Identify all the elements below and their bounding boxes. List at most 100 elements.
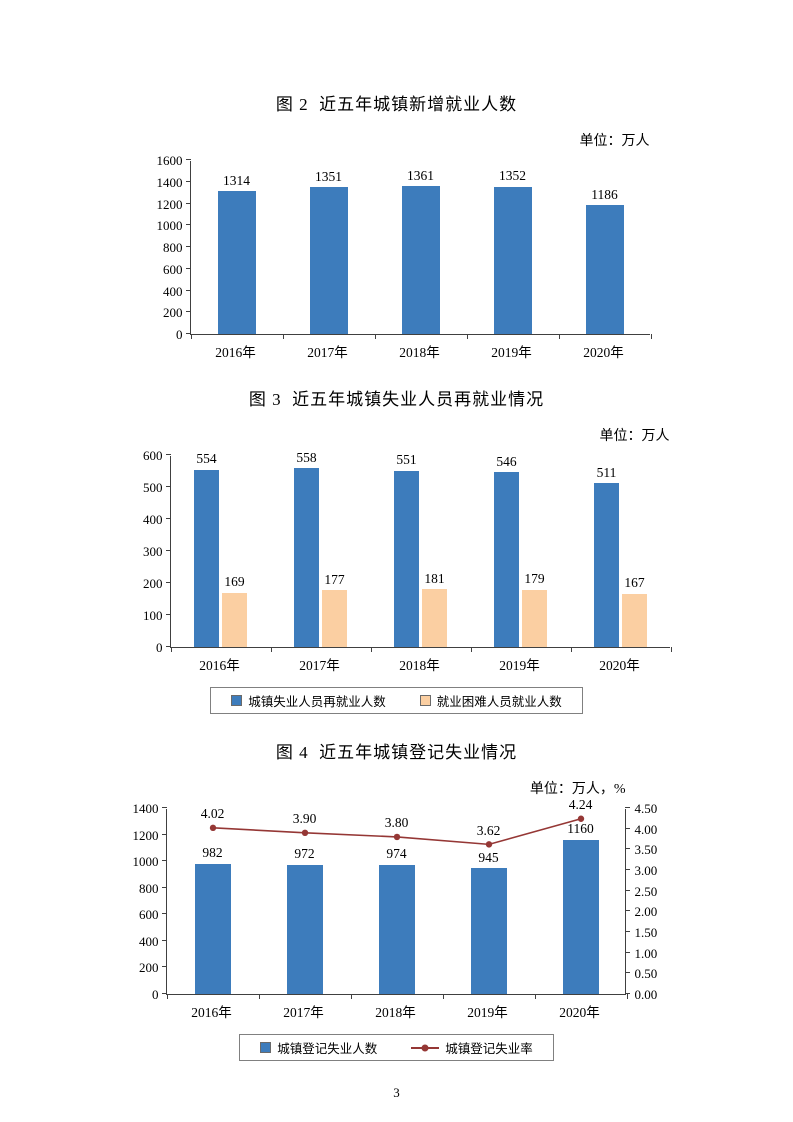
y2-tick-label: 1.50	[634, 925, 658, 940]
bar	[585, 205, 624, 334]
line-value-label: 4.02	[200, 806, 225, 822]
x-category-label: 2017年	[283, 1005, 324, 1020]
y-tick-label: 1000	[156, 218, 183, 234]
bar-value-label: 982	[202, 845, 223, 861]
x-tick-mark	[166, 994, 168, 999]
y-tick-label: 0	[176, 327, 183, 342]
bar-value-label: 546	[496, 453, 517, 469]
line-marker	[577, 815, 584, 822]
y-tick-label: 600	[143, 448, 163, 463]
bar-value-label: 181	[424, 570, 445, 586]
x-category-label: 2018年	[399, 658, 440, 673]
bar-value-label: 1361	[407, 167, 434, 183]
y-tick-label: 1000	[132, 854, 159, 870]
y-tick-label: 500	[143, 480, 163, 495]
y-tick-mark	[165, 518, 171, 519]
y-tick-mark	[165, 614, 171, 615]
y2-tick-mark	[624, 848, 630, 850]
unit-label: 单位：万人	[599, 429, 670, 444]
bar-value-label: 558	[296, 449, 317, 465]
x-category-label: 2018年	[399, 345, 440, 360]
y-tick-label: 1400	[156, 174, 183, 190]
x-axis: 2016年 2017年 2018年 2019年 2020年	[170, 654, 670, 674]
y-tick-label: 1400	[132, 801, 159, 816]
x-category-label: 2020年	[583, 345, 624, 360]
legend-item: 城镇失业人员再就业人数	[231, 691, 386, 710]
legend-item: 城镇登记失业人数	[260, 1038, 377, 1057]
y-tick-mark	[185, 202, 191, 204]
chart-plot-row: 0 200 400 600 800 1000 1200 1400 1600 1314 1351 136…	[144, 153, 652, 342]
figure-2-title: 图 2 近五年城镇新增就业人数	[275, 95, 518, 114]
y2-tick-label: 3.50	[634, 842, 658, 858]
legend-color-swatch	[419, 695, 431, 706]
x-category-label: 2016年	[191, 1005, 232, 1020]
plot-area: 1314 1351 1361 1352 1186	[185, 159, 652, 339]
y-tick-mark	[161, 807, 167, 808]
y2-tick-mark	[624, 951, 630, 953]
y-tick-mark	[185, 246, 191, 247]
line-marker	[485, 841, 492, 848]
figure-4-section: 图 4 近五年城镇登记失业情况 单位：万人，% 0 200 400 600 800 100…	[0, 738, 793, 1061]
figure-2-chart: 单位：万人 0 200 400 600 800 1000 1200 1400 1600 1314 1…	[144, 130, 652, 361]
y-tick-mark	[165, 550, 171, 551]
legend-color-swatch	[260, 1042, 272, 1053]
y2-tick-label: 3.00	[634, 863, 658, 878]
bar	[394, 470, 419, 647]
x-tick-mark	[190, 334, 192, 339]
x-category-label: 2020年	[559, 1005, 600, 1020]
y-tick-label: 200	[143, 576, 163, 591]
y-tick-label: 200	[163, 305, 183, 321]
bar	[493, 186, 532, 334]
x-tick-mark	[570, 647, 572, 652]
legend: 城镇登记失业人数 城镇登记失业率	[239, 1034, 554, 1061]
x-category-label: 2019年	[499, 658, 540, 673]
y-tick-label: 1600	[156, 153, 183, 168]
bar	[286, 864, 323, 994]
y-tick-label: 600	[163, 261, 183, 277]
bar	[378, 864, 415, 994]
y-axis: 0 200 400 600 800 1000 1200 1400	[120, 801, 166, 1002]
y-tick-mark	[185, 311, 191, 313]
y-tick-mark	[165, 454, 171, 455]
y2-tick-mark	[624, 827, 630, 829]
x-tick-mark	[374, 334, 376, 339]
y-tick-mark	[161, 886, 167, 888]
legend-label: 城镇登记失业率	[445, 1042, 533, 1056]
bar-value-label: 511	[596, 464, 617, 480]
y2-tick-mark	[624, 807, 630, 808]
bar-value-label: 177	[324, 571, 345, 587]
y-axis: 0 200 400 600 800 1000 1200 1400 1600	[144, 153, 190, 342]
x-tick-mark	[558, 334, 560, 339]
x-tick-mark	[170, 647, 172, 652]
legend-item: 城镇登记失业率	[411, 1038, 533, 1057]
y2-tick-label: 2.50	[634, 883, 658, 899]
x-category-label: 2018年	[375, 1005, 416, 1020]
y-tick-mark	[161, 939, 167, 941]
x-tick-mark	[350, 994, 352, 999]
y-tick-label: 1200	[132, 827, 159, 843]
bar-value-label: 179	[524, 571, 545, 587]
line-series	[209, 815, 584, 848]
x-tick-mark	[670, 647, 672, 652]
line-value-label: 3.62	[476, 822, 501, 838]
y-tick-label: 400	[143, 512, 163, 527]
bar-value-label: 945	[478, 849, 499, 865]
y-tick-mark	[185, 180, 191, 182]
unit-label: 单位：万人	[579, 134, 650, 149]
y2-tick-label: 0.00	[634, 987, 658, 1002]
x-tick-mark	[626, 994, 628, 999]
y-tick-label: 0	[152, 987, 159, 1002]
y2-axis: 0.00 0.50 1.00 1.50 2.00 2.50 3.00 3.50 4.00 4.50	[626, 801, 674, 1002]
bar-value-label: 1352	[499, 168, 526, 184]
y-tick-mark	[185, 333, 191, 334]
x-tick-mark	[650, 334, 652, 339]
y2-tick-label: 4.00	[634, 821, 658, 837]
y2-tick-mark	[624, 993, 630, 994]
bar-value-label: 972	[294, 846, 315, 862]
x-tick-mark	[258, 994, 260, 999]
figure-3-title: 图 3 近五年城镇失业人员再就业情况	[248, 390, 545, 409]
y-tick-mark	[185, 289, 191, 291]
y-tick-label: 800	[163, 240, 183, 255]
y-axis: 0 100 200 300 400 500 600	[124, 448, 170, 655]
